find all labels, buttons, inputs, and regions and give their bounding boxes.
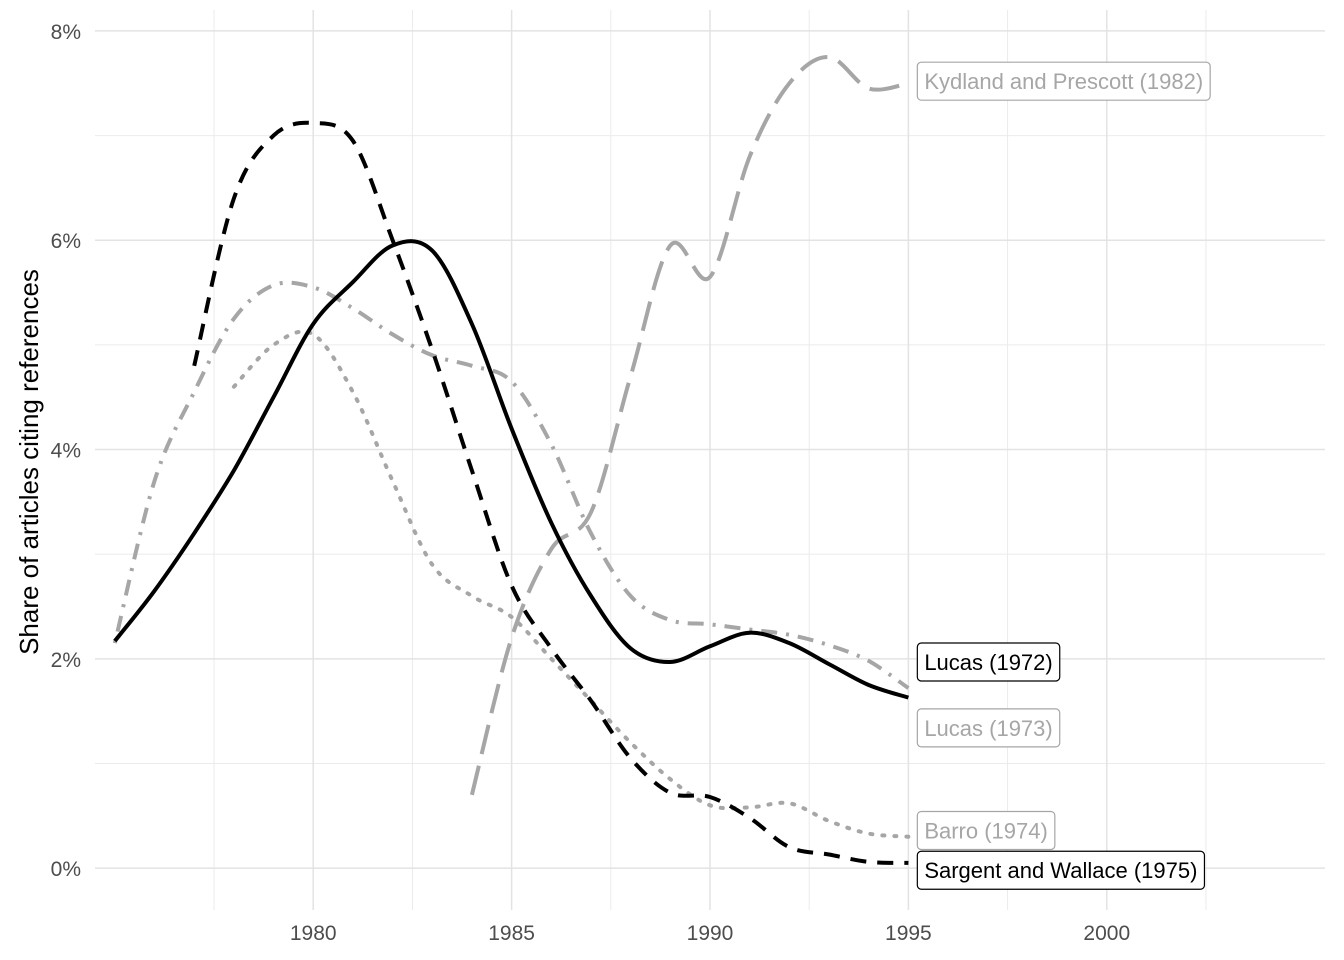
series-label: Sargent and Wallace (1975) xyxy=(916,850,1206,890)
series-line xyxy=(469,55,909,796)
series-label-text: Lucas (1972) xyxy=(924,650,1052,675)
series-label-box xyxy=(916,708,1061,748)
x-tick-label: 1990 xyxy=(687,922,734,945)
series-line xyxy=(113,239,910,700)
y-axis-title: Share of articles citing references xyxy=(14,269,44,655)
series-label-box xyxy=(916,642,1061,682)
y-tick-label: 8% xyxy=(51,21,81,44)
series-label: Barro (1974) xyxy=(916,810,1056,851)
series-label-box xyxy=(916,850,1206,890)
series-line xyxy=(192,120,909,865)
y-tick-label: 0% xyxy=(51,858,81,881)
major-gridlines xyxy=(95,10,1325,910)
x-axis-tick-labels: 1980 1985 1990 1995 2000 xyxy=(290,922,1130,945)
series-lines xyxy=(112,55,911,865)
y-tick-label: 6% xyxy=(51,230,81,253)
x-tick-label: 2000 xyxy=(1083,922,1130,945)
x-tick-label: 1995 xyxy=(885,922,932,945)
series-label-text: Kydland and Prescott (1982) xyxy=(924,69,1203,94)
x-tick-label: 1980 xyxy=(290,922,337,945)
series-label-text: Sargent and Wallace (1975) xyxy=(924,858,1197,883)
series-label-text: Barro (1974) xyxy=(924,818,1048,843)
series-label: Lucas (1972) xyxy=(916,642,1061,682)
series-label-box xyxy=(916,61,1211,101)
series-label: Lucas (1973) xyxy=(916,708,1061,748)
series-line xyxy=(231,329,911,839)
y-tick-label: 2% xyxy=(51,649,81,672)
series-labels: Lucas (1972) Lucas (1973) Barro (1974) Sarg… xyxy=(916,61,1211,890)
y-axis-tick-labels: 0% 2% 4% 6% 8% xyxy=(51,21,81,881)
series-line xyxy=(112,280,910,690)
series-label-text: Lucas (1973) xyxy=(924,716,1052,741)
x-tick-label: 1985 xyxy=(488,922,535,945)
series-label-box xyxy=(916,810,1056,851)
series-label: Kydland and Prescott (1982) xyxy=(916,61,1211,101)
y-tick-label: 4% xyxy=(51,440,81,463)
